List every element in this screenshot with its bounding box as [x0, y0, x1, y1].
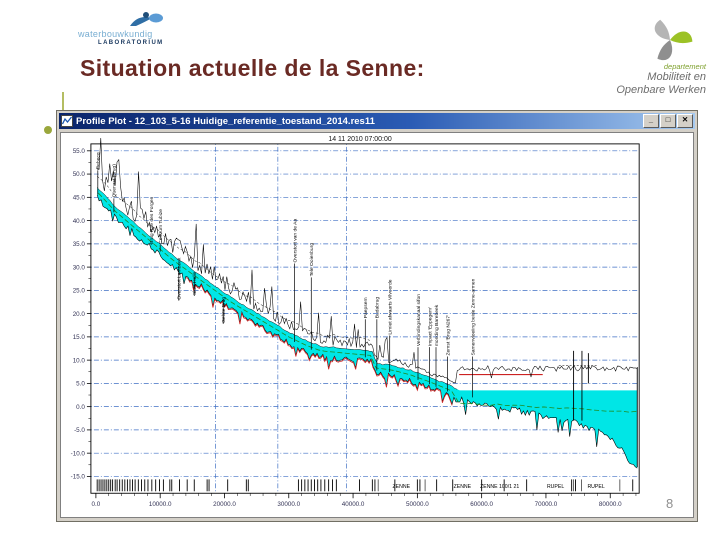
- svg-text:20000.0: 20000.0: [213, 501, 236, 508]
- close-button[interactable]: ✕: [677, 114, 693, 128]
- svg-text:35.0: 35.0: [73, 241, 86, 248]
- svg-text:Gelste Brug: Gelste Brug: [221, 297, 227, 323]
- svg-text:ZENNE: ZENNE: [454, 484, 472, 490]
- svg-text:15.0: 15.0: [73, 334, 86, 341]
- maximize-button[interactable]: □: [660, 114, 676, 128]
- svg-text:10.0: 10.0: [73, 357, 86, 364]
- svg-text:Paepsem: Paepsem: [363, 297, 369, 318]
- profile-plot-chart: 55.0 50.0 45.0 40.0 35.0 30.0 25.0 20.0 15.0 10.0…: [71, 136, 640, 508]
- svg-text:5.0: 5.0: [76, 381, 85, 388]
- logo-left-line1: waterbouwkundig: [78, 29, 153, 39]
- svg-text:Budabrug: Budabrug: [375, 297, 381, 319]
- svg-text:Centrum Tubize: Centrum Tubize: [158, 209, 164, 244]
- waterbouwkundig-laboratorium-logo: waterbouwkundig LABORATORIUM: [78, 12, 188, 52]
- svg-text:Sluis Halle: Sluis Halle: [192, 271, 198, 295]
- svg-text:Impact 'Eppegem': Impact 'Eppegem': [427, 307, 433, 346]
- svg-text:50.0: 50.0: [73, 171, 86, 178]
- svg-text:Tele Ooienburg: Tele Ooienburg: [309, 243, 315, 277]
- page-number: 8: [666, 496, 674, 511]
- logo-left-line2: LABORATORIUM: [98, 40, 164, 46]
- svg-text:80000.0: 80000.0: [599, 501, 622, 508]
- window-titlebar[interactable]: Profile Plot - 12_103_5-16 Huidige_refer…: [59, 113, 695, 129]
- svg-text:-5.0: -5.0: [74, 427, 85, 434]
- svg-text:30.0: 30.0: [73, 264, 86, 271]
- svg-text:50000.0: 50000.0: [406, 501, 429, 508]
- svg-text:20.0: 20.0: [73, 311, 86, 318]
- svg-text:Overstort Lembeek: Overstort Lembeek: [177, 257, 183, 299]
- svg-text:-10.0: -10.0: [71, 450, 86, 457]
- window-title: Profile Plot - 12_103_5-16 Huidige_refer…: [76, 115, 375, 127]
- svg-text:45.0: 45.0: [73, 195, 86, 202]
- svg-text:25.0: 25.0: [73, 288, 86, 295]
- svg-text:30000.0: 30000.0: [277, 501, 300, 508]
- svg-text:RUPEL: RUPEL: [587, 484, 604, 490]
- svg-text:Rebecq: Rebecq: [96, 152, 102, 169]
- window-content: 55.0 50.0 45.0 40.0 35.0 30.0 25.0 20.0 15.0 10.0…: [60, 132, 694, 518]
- svg-text:Samenvloeiing beide Zenne-arme: Samenvloeiing beide Zenne-armen: [470, 278, 476, 355]
- bullet-icon: [44, 126, 52, 134]
- svg-text:Quenast (brug): Quenast (brug): [112, 164, 118, 198]
- logo-right-line3: Openbare Werken: [616, 84, 706, 96]
- svg-text:ZENNE: ZENNE: [393, 484, 411, 490]
- svg-text:55.0: 55.0: [73, 148, 86, 155]
- pinwheel-icon: [654, 19, 693, 61]
- svg-text:40.0: 40.0: [73, 218, 86, 225]
- app-window: Profile Plot - 12_103_5-16 Huidige_refer…: [56, 110, 698, 522]
- svg-text:Limiet afwaarts Vilvoorde: Limiet afwaarts Vilvoorde: [388, 279, 394, 334]
- logo-right-departement: departement: [663, 62, 706, 71]
- logo-right-line2: Mobiliteit en: [647, 71, 706, 83]
- minimize-button[interactable]: _: [643, 114, 659, 128]
- svg-text:Verbindingskanaal sifon: Verbindingskanaal sifon: [416, 294, 422, 346]
- svg-text:70000.0: 70000.0: [535, 501, 558, 508]
- svg-text:RUPEL: RUPEL: [547, 484, 564, 490]
- svg-text:60000.0: 60000.0: [470, 501, 493, 508]
- chart-icon: [61, 115, 73, 127]
- svg-text:Brug Rue des Forges: Brug Rue des Forges: [149, 196, 155, 243]
- svg-text:-15.0: -15.0: [71, 474, 86, 481]
- svg-text:Zemst 'Brug N267': Zemst 'Brug N267': [445, 315, 451, 356]
- page-title: Situation actuelle de la Senne:: [80, 55, 425, 81]
- svg-text:0.0: 0.0: [76, 404, 85, 411]
- svg-text:ZENNE 100/1 21: ZENNE 100/1 21: [480, 484, 519, 490]
- svg-text:monding Barebeek: monding Barebeek: [434, 304, 440, 346]
- mow-logo: departement Mobiliteit en Openbare Werke…: [592, 14, 712, 104]
- svg-text:Overstort van de Aa: Overstort van de Aa: [292, 219, 298, 263]
- svg-text:10000.0: 10000.0: [149, 501, 172, 508]
- svg-text:14 11 2010 07:00:00: 14 11 2010 07:00:00: [328, 136, 392, 143]
- svg-text:40000.0: 40000.0: [342, 501, 365, 508]
- svg-text:0.0: 0.0: [92, 501, 101, 508]
- waterbouwkundig-logo-icon: [130, 12, 163, 26]
